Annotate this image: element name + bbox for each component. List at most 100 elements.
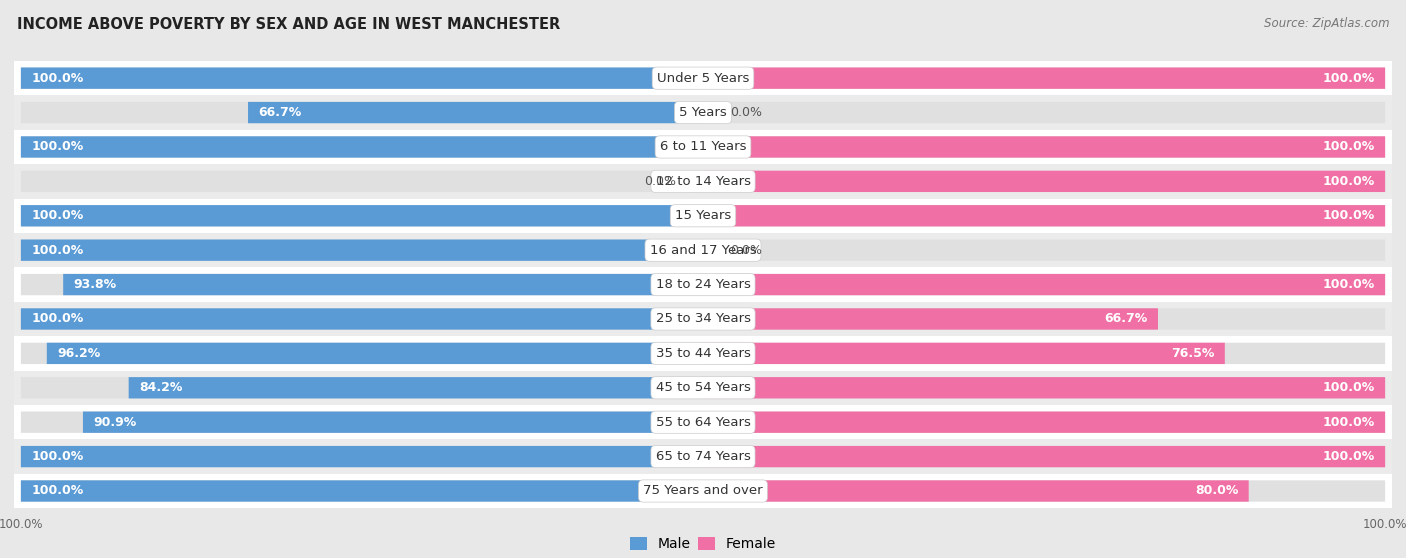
Text: 15 Years: 15 Years: [675, 209, 731, 222]
Text: 100.0%: 100.0%: [31, 450, 83, 463]
FancyBboxPatch shape: [703, 171, 1385, 192]
Text: 100.0%: 100.0%: [1323, 141, 1375, 153]
FancyBboxPatch shape: [703, 171, 1385, 192]
Text: 0.0%: 0.0%: [644, 175, 676, 188]
FancyBboxPatch shape: [21, 377, 703, 398]
FancyBboxPatch shape: [21, 239, 703, 261]
Text: Under 5 Years: Under 5 Years: [657, 71, 749, 85]
FancyBboxPatch shape: [247, 102, 703, 123]
FancyBboxPatch shape: [703, 480, 1385, 502]
FancyBboxPatch shape: [703, 239, 713, 261]
Text: 100.0%: 100.0%: [31, 244, 83, 257]
FancyBboxPatch shape: [7, 130, 1399, 164]
Text: 93.8%: 93.8%: [73, 278, 117, 291]
Legend: Male, Female: Male, Female: [624, 532, 782, 557]
FancyBboxPatch shape: [21, 102, 703, 123]
FancyBboxPatch shape: [21, 343, 703, 364]
FancyBboxPatch shape: [703, 274, 1385, 295]
Text: 84.2%: 84.2%: [139, 381, 183, 395]
FancyBboxPatch shape: [703, 68, 1385, 89]
Text: 100.0%: 100.0%: [31, 141, 83, 153]
Text: 45 to 54 Years: 45 to 54 Years: [655, 381, 751, 395]
Text: 80.0%: 80.0%: [1195, 484, 1239, 498]
Text: 16 and 17 Years: 16 and 17 Years: [650, 244, 756, 257]
Text: 100.0%: 100.0%: [1323, 381, 1375, 395]
Text: 75 Years and over: 75 Years and over: [643, 484, 763, 498]
FancyBboxPatch shape: [63, 274, 703, 295]
FancyBboxPatch shape: [21, 68, 703, 89]
FancyBboxPatch shape: [703, 205, 1385, 227]
FancyBboxPatch shape: [7, 267, 1399, 302]
FancyBboxPatch shape: [21, 171, 703, 192]
Text: 100.0%: 100.0%: [31, 209, 83, 222]
Text: 5 Years: 5 Years: [679, 106, 727, 119]
FancyBboxPatch shape: [693, 171, 703, 192]
FancyBboxPatch shape: [703, 309, 1385, 330]
FancyBboxPatch shape: [703, 412, 1385, 433]
FancyBboxPatch shape: [21, 136, 703, 157]
Text: 90.9%: 90.9%: [93, 416, 136, 429]
FancyBboxPatch shape: [703, 309, 1159, 330]
FancyBboxPatch shape: [703, 239, 1385, 261]
FancyBboxPatch shape: [703, 480, 1249, 502]
Text: 100.0%: 100.0%: [1323, 450, 1375, 463]
Text: 100.0%: 100.0%: [31, 312, 83, 325]
FancyBboxPatch shape: [703, 343, 1225, 364]
FancyBboxPatch shape: [7, 474, 1399, 508]
FancyBboxPatch shape: [703, 102, 713, 123]
FancyBboxPatch shape: [21, 412, 703, 433]
FancyBboxPatch shape: [83, 412, 703, 433]
FancyBboxPatch shape: [21, 205, 703, 227]
Text: 0.0%: 0.0%: [730, 244, 762, 257]
Text: Source: ZipAtlas.com: Source: ZipAtlas.com: [1264, 17, 1389, 30]
FancyBboxPatch shape: [46, 343, 703, 364]
Text: 100.0%: 100.0%: [1323, 209, 1375, 222]
Text: 25 to 34 Years: 25 to 34 Years: [655, 312, 751, 325]
Text: 100.0%: 100.0%: [1323, 278, 1375, 291]
FancyBboxPatch shape: [21, 274, 703, 295]
FancyBboxPatch shape: [21, 136, 703, 157]
FancyBboxPatch shape: [21, 480, 703, 502]
FancyBboxPatch shape: [7, 95, 1399, 130]
Text: 66.7%: 66.7%: [1105, 312, 1147, 325]
FancyBboxPatch shape: [703, 274, 1385, 295]
FancyBboxPatch shape: [21, 205, 703, 227]
FancyBboxPatch shape: [703, 446, 1385, 467]
FancyBboxPatch shape: [7, 439, 1399, 474]
FancyBboxPatch shape: [7, 61, 1399, 95]
FancyBboxPatch shape: [7, 405, 1399, 439]
FancyBboxPatch shape: [703, 377, 1385, 398]
FancyBboxPatch shape: [21, 309, 703, 330]
Text: 76.5%: 76.5%: [1171, 347, 1215, 360]
Text: 0.0%: 0.0%: [730, 106, 762, 119]
Text: 100.0%: 100.0%: [31, 484, 83, 498]
FancyBboxPatch shape: [703, 377, 1385, 398]
FancyBboxPatch shape: [7, 302, 1399, 336]
Text: 100.0%: 100.0%: [1323, 175, 1375, 188]
FancyBboxPatch shape: [7, 336, 1399, 371]
Text: 55 to 64 Years: 55 to 64 Years: [655, 416, 751, 429]
Text: 12 to 14 Years: 12 to 14 Years: [655, 175, 751, 188]
FancyBboxPatch shape: [703, 136, 1385, 157]
FancyBboxPatch shape: [7, 233, 1399, 267]
Text: 18 to 24 Years: 18 to 24 Years: [655, 278, 751, 291]
Text: 6 to 11 Years: 6 to 11 Years: [659, 141, 747, 153]
Text: 100.0%: 100.0%: [1323, 416, 1375, 429]
Text: 100.0%: 100.0%: [1323, 71, 1375, 85]
FancyBboxPatch shape: [7, 164, 1399, 199]
FancyBboxPatch shape: [703, 412, 1385, 433]
FancyBboxPatch shape: [21, 309, 703, 330]
FancyBboxPatch shape: [703, 102, 1385, 123]
FancyBboxPatch shape: [7, 371, 1399, 405]
Text: 65 to 74 Years: 65 to 74 Years: [655, 450, 751, 463]
FancyBboxPatch shape: [21, 446, 703, 467]
FancyBboxPatch shape: [7, 199, 1399, 233]
Text: INCOME ABOVE POVERTY BY SEX AND AGE IN WEST MANCHESTER: INCOME ABOVE POVERTY BY SEX AND AGE IN W…: [17, 17, 560, 32]
Text: 35 to 44 Years: 35 to 44 Years: [655, 347, 751, 360]
Text: 66.7%: 66.7%: [259, 106, 301, 119]
Text: 96.2%: 96.2%: [58, 347, 100, 360]
FancyBboxPatch shape: [703, 343, 1385, 364]
FancyBboxPatch shape: [703, 446, 1385, 467]
Text: 100.0%: 100.0%: [31, 71, 83, 85]
FancyBboxPatch shape: [21, 68, 703, 89]
